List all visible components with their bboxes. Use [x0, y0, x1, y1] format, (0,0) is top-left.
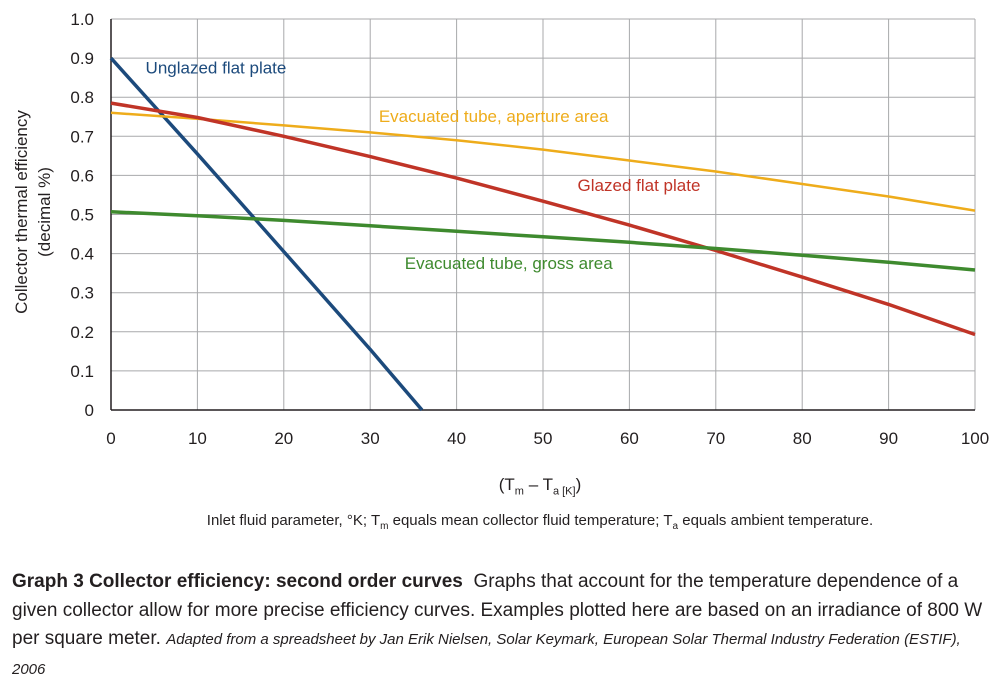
grid — [110, 18, 976, 411]
y-tick-label: 0.6 — [70, 166, 94, 185]
x-axis-label-sub-m: m — [514, 485, 524, 498]
series-label-0: Unglazed flat plate — [146, 59, 287, 78]
y-tick-label: 0 — [85, 401, 94, 420]
x-note-sub-a: a — [672, 521, 679, 532]
chart: 0 0.1 0.2 0.3 0.4 0.5 0.6 0.7 0.8 0.9 1.0 0 10 20 30 4… — [12, 10, 989, 448]
series-line-1 — [110, 111, 976, 212]
x-tick-label: 50 — [534, 429, 553, 448]
x-tick-label: 40 — [447, 429, 466, 448]
x-tick-label: 10 — [188, 429, 207, 448]
x-note-part: equals ambient temperature. — [678, 512, 874, 529]
x-tick-label: 100 — [961, 429, 989, 448]
x-note-part: equals mean collector fluid temperature;… — [388, 512, 673, 529]
y-tick-label: 0.1 — [70, 362, 94, 381]
series-label-2: Glazed flat plate — [578, 176, 701, 195]
series-label-3: Evacuated tube, gross area — [405, 254, 613, 273]
x-axis-label-part: – T — [523, 475, 553, 494]
x-tick-label: 60 — [620, 429, 639, 448]
figure-caption: Graph 3 Collector efficiency: second ord… — [12, 568, 987, 684]
caption-source: Adapted from a spreadsheet by Jan Erik N… — [12, 631, 961, 678]
x-axis-label-sub-a: a [K] — [552, 485, 576, 498]
x-tick-label: 90 — [879, 429, 898, 448]
x-axis-label-part: (T — [498, 475, 515, 494]
series-line-2 — [110, 101, 976, 337]
x-tick-label: 70 — [706, 429, 725, 448]
y-tick-label: 1.0 — [70, 10, 94, 29]
caption-body: Graphs that account for the temperature … — [12, 571, 983, 649]
y-tick-label: 0.4 — [70, 245, 94, 264]
axes — [110, 19, 975, 411]
x-tick-label: 80 — [793, 429, 812, 448]
y-tick-label: 0.3 — [70, 284, 94, 303]
x-tick-label: 30 — [361, 429, 380, 448]
x-tick-label: 20 — [274, 429, 293, 448]
x-note-part: Inlet fluid parameter, °K; T — [206, 512, 381, 529]
x-note-sub-m: m — [380, 521, 389, 532]
y-tick-label: 0.2 — [70, 323, 94, 342]
y-axis-label-line-2: (decimal %) — [35, 167, 54, 257]
y-tick-label: 0.8 — [70, 88, 94, 107]
y-tick-labels: 0 0.1 0.2 0.3 0.4 0.5 0.6 0.7 0.8 0.9 1.0 — [70, 10, 94, 420]
caption-title: Graph 3 Collector efficiency: second ord… — [12, 571, 463, 592]
y-axis-label: Collector thermal efficiency (decimal %) — [12, 110, 54, 314]
series-line-3 — [110, 210, 976, 272]
series-label-1: Evacuated tube, aperture area — [379, 107, 609, 126]
y-tick-label: 0.9 — [70, 49, 94, 68]
x-axis-note: Inlet fluid parameter, °K; Tm equals mea… — [0, 512, 1000, 532]
x-tick-label: 0 — [106, 429, 115, 448]
y-tick-label: 0.5 — [70, 206, 94, 225]
x-axis-label: (Tm – Ta [K]) — [0, 475, 1000, 497]
y-axis-label-line-1: Collector thermal efficiency — [12, 110, 31, 314]
series-lines — [109, 56, 976, 412]
y-tick-label: 0.7 — [70, 127, 94, 146]
series-labels: Unglazed flat plate Evacuated tube, apert… — [146, 59, 701, 273]
x-axis-label-part: ) — [575, 475, 582, 494]
series-line-0 — [109, 56, 424, 412]
x-tick-labels: 0 10 20 30 40 50 60 70 80 90 100 — [106, 429, 989, 448]
